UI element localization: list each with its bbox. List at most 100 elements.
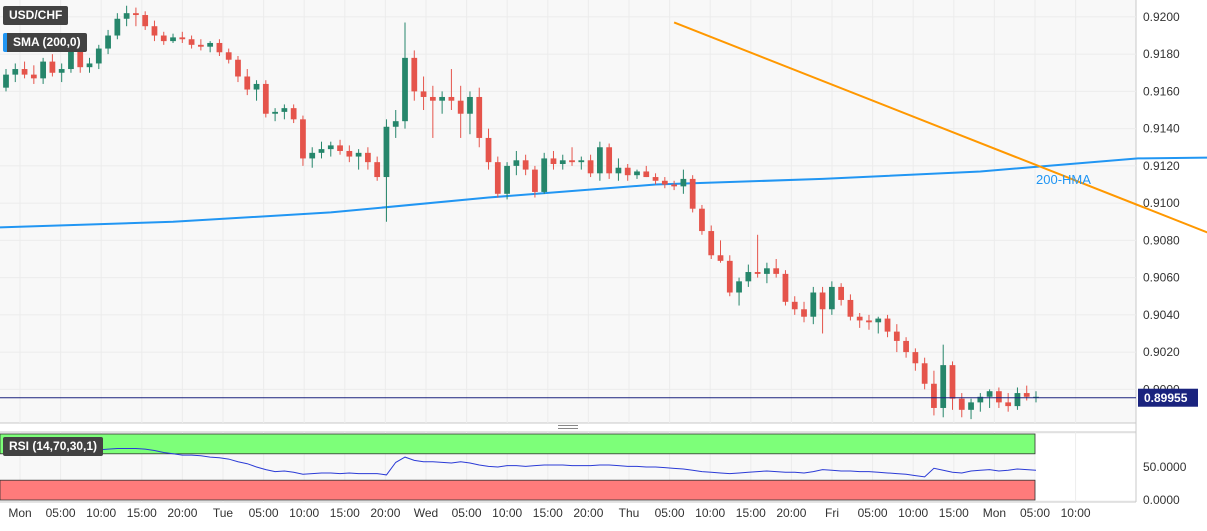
time-tick-label: 10:00	[1061, 506, 1091, 520]
candle	[513, 150, 520, 176]
candle	[467, 91, 473, 135]
candle	[142, 11, 149, 30]
candle	[754, 234, 761, 278]
candle	[114, 13, 121, 40]
candle	[40, 57, 46, 84]
rsi-label[interactable]: RSI (14,70,30,1)	[3, 437, 104, 456]
candle-body	[671, 184, 677, 187]
candle-body	[188, 39, 195, 45]
hma-series	[0, 156, 1207, 229]
candle	[21, 61, 28, 79]
candle-body	[244, 76, 251, 90]
time-tick-label: 15:00	[127, 506, 157, 520]
candle	[550, 150, 557, 170]
candle	[244, 69, 251, 96]
candle-body	[754, 272, 761, 274]
candle	[170, 33, 176, 43]
candle	[671, 180, 677, 191]
candle-body	[884, 318, 891, 332]
candle-body	[68, 50, 74, 70]
candle	[717, 240, 724, 263]
price-pane[interactable]	[0, 0, 1136, 423]
candle	[318, 141, 325, 159]
candle	[374, 156, 381, 181]
candle	[327, 141, 334, 157]
time-tick-label: 05:00	[249, 506, 279, 520]
candle	[634, 169, 640, 179]
time-tick-label: Mon	[8, 506, 31, 520]
rsi-overbought-zone	[0, 433, 1036, 455]
time-tick-label: 10:00	[492, 506, 522, 520]
candle	[290, 104, 297, 124]
time-tick-label: 10:00	[289, 506, 319, 520]
candle	[383, 119, 390, 222]
candle	[810, 286, 817, 325]
candle-body	[838, 286, 845, 300]
resistance-trendline[interactable]	[673, 21, 1207, 406]
candle-body	[365, 152, 371, 163]
price-tick-label: 0.9100	[1143, 196, 1180, 210]
time-tick-label: 05:00	[858, 506, 888, 520]
candle-body	[504, 165, 510, 194]
candle	[884, 314, 891, 338]
candle-body	[355, 152, 362, 157]
time-tick-label: 20:00	[167, 506, 197, 520]
last-price-text: 0.89955	[1144, 391, 1188, 405]
price-tick-label: 0.9060	[1143, 271, 1180, 285]
time-tick-label: 15:00	[736, 506, 766, 520]
candle-body	[940, 365, 947, 408]
candle-body	[3, 74, 9, 88]
candle	[931, 370, 937, 416]
time-tick-label: 15:00	[533, 506, 563, 520]
price-axis[interactable]: 0.9200 0.9180 0.9160 0.9140 0.9120 0.9100 0.90…	[1143, 10, 1180, 396]
candle-body	[420, 91, 427, 97]
candle	[893, 324, 900, 353]
rsi-axis[interactable]: 50.0000 0.0000	[1143, 460, 1187, 507]
candles	[3, 5, 1039, 420]
candle-body	[1023, 393, 1030, 397]
candle-body	[179, 37, 186, 40]
time-tick-label: Wed	[414, 506, 438, 520]
candle-body	[374, 162, 381, 178]
candle	[736, 277, 742, 306]
candle-body	[532, 169, 538, 192]
candle	[429, 85, 436, 138]
candle-body	[272, 111, 278, 114]
candle	[689, 175, 696, 213]
candle-body	[782, 273, 789, 302]
grid-lines	[0, 0, 1136, 502]
trendline[interactable]	[0, 21, 1207, 406]
price-tick-label: 0.9120	[1143, 159, 1180, 173]
pane-resize-handle[interactable]	[558, 425, 578, 429]
candle	[188, 35, 195, 49]
candle-body	[133, 13, 139, 16]
time-tick-label: 05:00	[655, 506, 685, 520]
time-axis[interactable]: Mon 05:00 10:00 15:00 20:00 Tue 05:00 10:00 15:0…	[8, 506, 1091, 520]
candle-body	[912, 352, 919, 364]
candle	[828, 281, 835, 315]
candle-body	[494, 162, 501, 194]
candle-body	[689, 178, 696, 209]
candle	[355, 149, 362, 170]
candle-body	[764, 268, 770, 274]
candle-body	[142, 15, 149, 27]
rsi-tick-label: 50.0000	[1143, 460, 1187, 474]
candle	[95, 44, 102, 70]
time-tick-label: 20:00	[776, 506, 806, 520]
symbol-label[interactable]: USD/CHF	[3, 6, 69, 25]
rsi-oversold-zone	[0, 479, 1036, 501]
candle-body	[578, 160, 585, 163]
candle-body	[996, 391, 1002, 403]
time-tick-label: 10:00	[86, 506, 116, 520]
candle	[300, 115, 306, 166]
candle-body	[197, 44, 204, 47]
candle	[179, 31, 186, 43]
indicator-label[interactable]: SMA (200,0)	[3, 33, 87, 52]
candle-body	[717, 255, 724, 261]
candle-body	[643, 171, 650, 178]
candle	[309, 147, 316, 168]
candle	[225, 48, 232, 64]
candle-body	[327, 145, 334, 150]
